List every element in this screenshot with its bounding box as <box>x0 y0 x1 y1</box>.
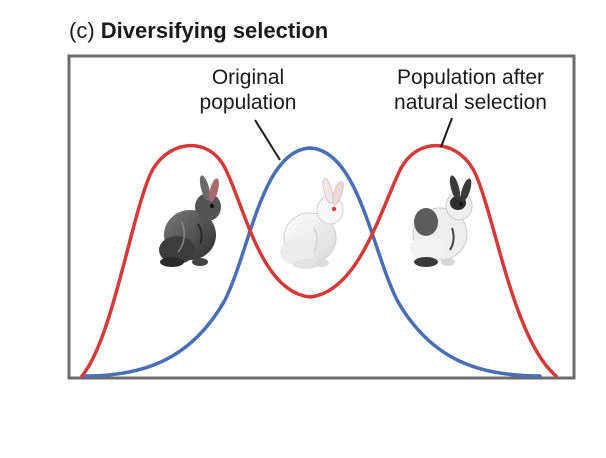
figure-title: (c) Diversifying selection <box>69 20 328 42</box>
after-selection-label-line1: Population after <box>396 66 545 89</box>
white-rabbit-icon <box>280 177 344 269</box>
original-population-curve <box>83 146 542 378</box>
figure-title-main: Diversifying selection <box>100 18 329 43</box>
after-selection-label-line2: natural selection <box>394 91 547 114</box>
original-population-leader <box>254 119 281 161</box>
after-selection-curve <box>80 143 558 378</box>
original-population-label-line2: population <box>199 91 297 114</box>
black-white-rabbit-icon <box>410 175 473 267</box>
after-selection-label: Population after natural selection <box>378 65 563 115</box>
original-population-label-line1: Original <box>211 66 285 89</box>
original-population-label: Original population <box>188 65 308 115</box>
after-selection-leader <box>440 117 453 148</box>
dark-rabbit-icon <box>159 175 221 267</box>
figure-title-prefix: (c) <box>69 18 95 43</box>
